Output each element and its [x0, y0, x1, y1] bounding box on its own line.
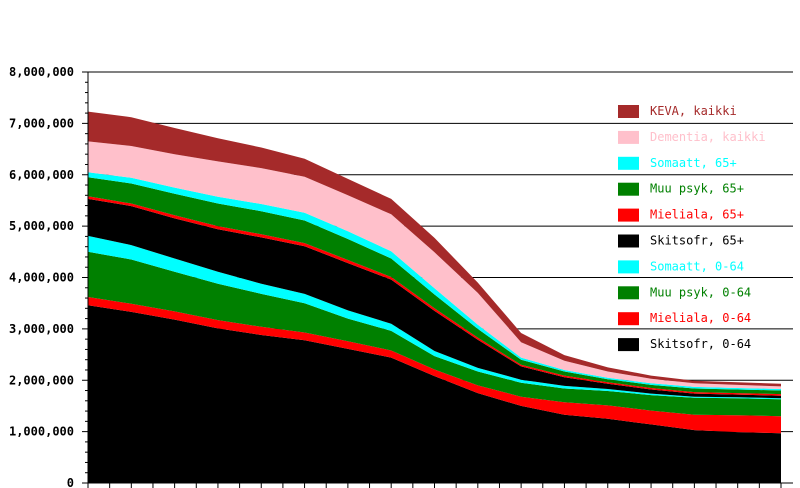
legend-label: Skitsofr, 65+	[650, 234, 744, 248]
area-series-dementia-kaikki	[88, 141, 781, 389]
legend-label: Muu psyk, 65+	[650, 182, 744, 196]
legend-label: Mieliala, 0-64	[650, 311, 751, 325]
legend-label: Muu psyk, 0-64	[650, 285, 751, 299]
legend-swatch	[618, 338, 639, 352]
legend-swatch	[618, 260, 639, 274]
legend-label: Somaatt, 65+	[650, 156, 737, 170]
area-series-keva-kaikki	[88, 111, 781, 387]
legend-swatch	[618, 130, 639, 144]
y-tick-label: 3,000,000	[9, 322, 74, 336]
area-series-muu-psyk-65-	[88, 177, 781, 395]
legend-swatch	[618, 286, 639, 300]
y-tick-label: 6,000,000	[9, 168, 74, 182]
area-series-muu-psyk-0-64	[88, 251, 781, 417]
y-tick-label: 4,000,000	[9, 271, 74, 285]
legend-swatch	[618, 234, 639, 248]
legend-label: Somaatt, 0-64	[650, 259, 744, 273]
legend-swatch	[618, 105, 639, 118]
y-tick-label: 0	[67, 476, 74, 488]
legend-label: Skitsofr, 0-64	[650, 337, 751, 351]
area-series-mieliala-0-64	[88, 297, 781, 434]
y-tick-label: 1,000,000	[9, 425, 74, 439]
legend-label: KEVA, kaikki	[650, 104, 737, 118]
y-tick-label: 8,000,000	[9, 65, 74, 79]
y-tick-label: 5,000,000	[9, 219, 74, 233]
legend-label: Dementia, kaikki	[650, 130, 766, 144]
legend-swatch	[618, 208, 639, 222]
area-series	[88, 111, 781, 483]
legend-label: Mieliala, 65+	[650, 208, 744, 222]
legend-swatch	[618, 182, 639, 196]
area-series-skitsofr-65-	[88, 198, 781, 399]
y-tick-label: 7,000,000	[9, 116, 74, 130]
y-tick-label: 2,000,000	[9, 373, 74, 387]
area-series-skitsofr-0-64	[88, 305, 781, 483]
y-axis: 0 1,000,000 2,000,000 3,000,000 4,000,000 5,0…	[9, 65, 793, 488]
legend: KEVA, kaikki Dementia, kaikki Somaatt, 65+…	[618, 104, 766, 352]
legend-swatch	[618, 156, 639, 170]
legend-swatch	[618, 312, 639, 326]
